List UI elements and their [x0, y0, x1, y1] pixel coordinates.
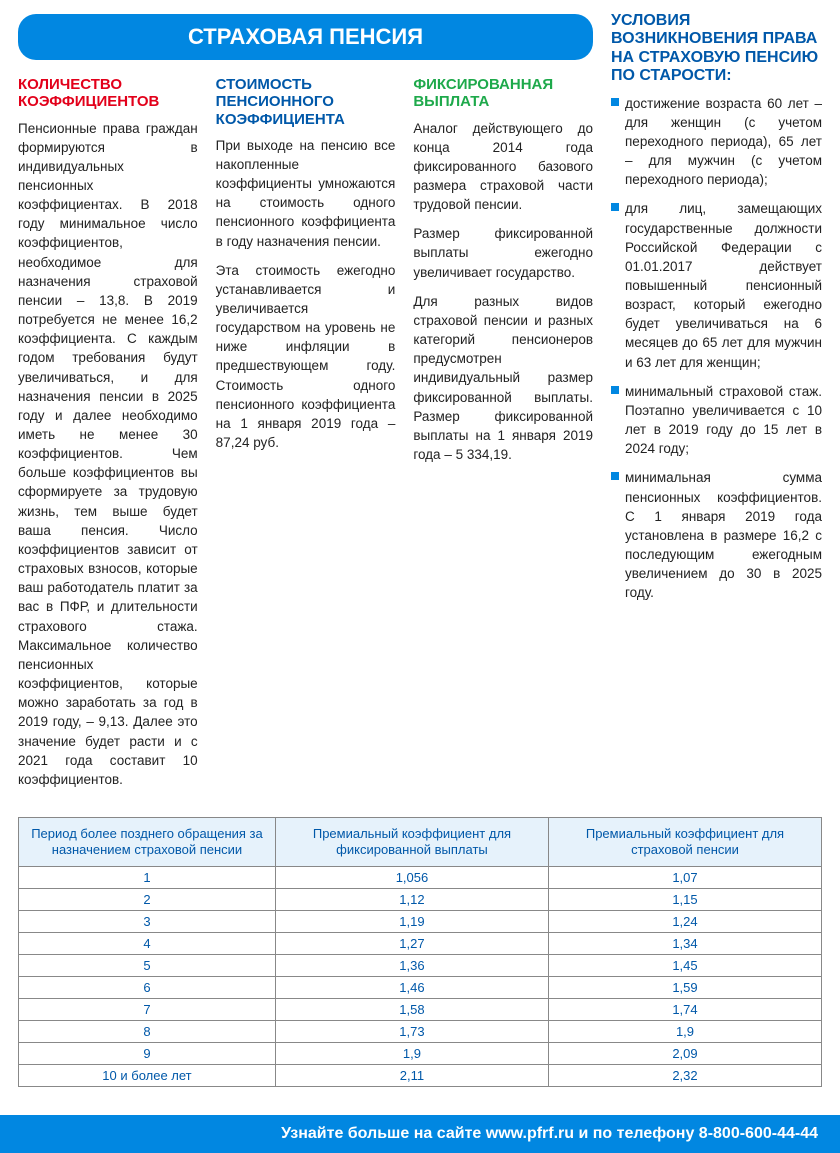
table-cell: 1,45 — [548, 955, 821, 977]
table-cell: 7 — [19, 999, 276, 1021]
col3-p2: Размер фиксированной выплаты ежегодно ув… — [413, 224, 593, 281]
conditions-heading: УСЛОВИЯ ВОЗНИКНОВЕНИЯ ПРАВА НА СТРАХОВУЮ… — [611, 12, 822, 86]
table-cell: 1,15 — [548, 889, 821, 911]
table-cell: 2,11 — [275, 1065, 548, 1087]
table-cell: 1,07 — [548, 867, 821, 889]
table-cell: 6 — [19, 977, 276, 999]
coefficients-table: Период более позднего обращения за назна… — [18, 817, 822, 1088]
condition-item: достижение возраста 60 лет – для женщин … — [611, 94, 822, 190]
condition-item: минимальная сумма пенсионных коэффициент… — [611, 468, 822, 602]
condition-item: минимальный страховой стаж. Поэтапно уве… — [611, 382, 822, 459]
col1-text: Пенсионные права граждан формируются в и… — [18, 119, 198, 789]
footer-bar: Узнайте больше на сайте www.pfrf.ru и по… — [0, 1115, 840, 1153]
table-cell: 2 — [19, 889, 276, 911]
table-cell: 1,74 — [548, 999, 821, 1021]
table-cell: 1,19 — [275, 911, 548, 933]
table-header: Премиальный коэффициент для страховой пе… — [548, 817, 821, 867]
table-cell: 2,09 — [548, 1043, 821, 1065]
col1-heading: КОЛИЧЕСТВО КОЭФФИЦИЕНТОВ — [18, 76, 198, 111]
table-cell: 8 — [19, 1021, 276, 1043]
title-bar: СТРАХОВАЯ ПЕНСИЯ — [18, 14, 593, 60]
col2-p1: При выходе на пенсию все накопленные коэ… — [216, 136, 396, 251]
table-cell: 10 и более лет — [19, 1065, 276, 1087]
table-cell: 1,12 — [275, 889, 548, 911]
table-cell: 1 — [19, 867, 276, 889]
table-cell: 1,73 — [275, 1021, 548, 1043]
table-cell: 1,34 — [548, 933, 821, 955]
table-cell: 1,9 — [275, 1043, 548, 1065]
table-cell: 2,32 — [548, 1065, 821, 1087]
table-cell: 1,36 — [275, 955, 548, 977]
table-cell: 1,24 — [548, 911, 821, 933]
table-cell: 1,58 — [275, 999, 548, 1021]
col2-p2: Эта стоимость ежегодно устанавливается и… — [216, 261, 396, 453]
col3-p1: Аналог действующего до конца 2014 года ф… — [413, 119, 593, 215]
table-header: Премиальный коэффициент для фиксированно… — [275, 817, 548, 867]
conditions-list: достижение возраста 60 лет – для женщин … — [611, 94, 822, 603]
table-cell: 1,056 — [275, 867, 548, 889]
table-cell: 3 — [19, 911, 276, 933]
condition-item: для лиц, замещающих государственные долж… — [611, 199, 822, 371]
table-cell: 1,27 — [275, 933, 548, 955]
table-cell: 1,9 — [548, 1021, 821, 1043]
table-cell: 5 — [19, 955, 276, 977]
table-cell: 1,46 — [275, 977, 548, 999]
table-header: Период более позднего обращения за назна… — [19, 817, 276, 867]
table-cell: 1,59 — [548, 977, 821, 999]
table-cell: 4 — [19, 933, 276, 955]
table-cell: 9 — [19, 1043, 276, 1065]
col3-p3: Для разных видов страховой пенсии и разн… — [413, 292, 593, 464]
col3-heading: ФИКСИРОВАННАЯ ВЫПЛАТА — [413, 76, 593, 111]
col2-heading: СТОИМОСТЬ ПЕНСИОННОГО КОЭФФИЦИЕНТА — [216, 76, 396, 128]
